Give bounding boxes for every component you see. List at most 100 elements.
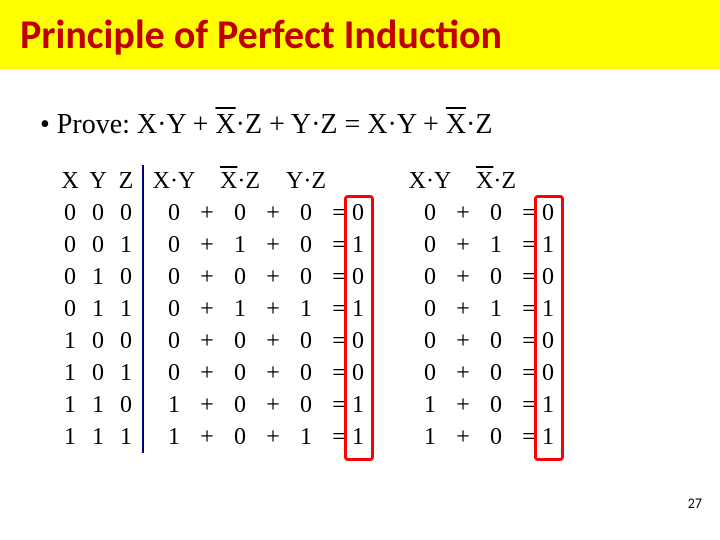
- cell: 1: [348, 293, 368, 325]
- plus: +: [454, 389, 472, 421]
- cell: 0: [164, 325, 184, 357]
- vertical-divider: [142, 165, 144, 453]
- plus: +: [198, 389, 216, 421]
- cell: 1: [164, 421, 184, 453]
- cell: 0: [420, 325, 440, 357]
- plus: +: [198, 197, 216, 229]
- cell: 1: [538, 293, 558, 325]
- col-result-right: 0 1 0 1 0 0 1 1: [538, 165, 558, 453]
- expr-a1: X·Y +: [137, 109, 216, 140]
- cell: 1: [486, 229, 506, 261]
- eq: =: [520, 421, 538, 453]
- cell: 0: [348, 357, 368, 389]
- eq: =: [330, 357, 348, 389]
- col-XY-rhs: X·Y 0 0 0 0 0 0 1 1: [406, 165, 454, 453]
- hdr-blank: [355, 165, 361, 197]
- cell: 0: [538, 197, 558, 229]
- hdr-blank: [270, 165, 276, 197]
- hdr-XbarZ: X·Z: [220, 165, 260, 197]
- cell: 1: [348, 389, 368, 421]
- expr-a2-overline: X: [215, 109, 235, 140]
- cell: 0: [60, 229, 80, 261]
- hdr-X: X: [61, 165, 78, 197]
- eq: =: [520, 261, 538, 293]
- hdr-blank: [336, 165, 342, 197]
- hdr-dotZ-rhs: ·Z: [493, 165, 516, 197]
- eq: =: [520, 357, 538, 389]
- cell: 0: [164, 293, 184, 325]
- cell: 0: [420, 229, 440, 261]
- eq: =: [330, 261, 348, 293]
- plus: +: [264, 389, 282, 421]
- cell: 0: [230, 389, 250, 421]
- eq: =: [330, 389, 348, 421]
- cell: 0: [230, 357, 250, 389]
- page-title: Principle of Perfect Induction: [20, 10, 700, 59]
- cell: 0: [164, 357, 184, 389]
- cell: 0: [486, 357, 506, 389]
- cell: 0: [486, 421, 506, 453]
- cell: 0: [348, 261, 368, 293]
- cell: 1: [116, 293, 136, 325]
- col-XbarZ-rhs: X·Z 0 1 0 1 0 0 0 0: [472, 165, 520, 453]
- cell: 1: [348, 421, 368, 453]
- expr-a4-overline: X: [446, 109, 466, 140]
- col-plus3: + + + + + + + +: [454, 165, 472, 453]
- col-XY: X·Y 0 0 0 0 0 0 1 1: [150, 165, 198, 453]
- cell: 0: [420, 261, 440, 293]
- expr-a5: ·Z: [466, 109, 492, 140]
- hdr-Z: Z: [119, 165, 134, 197]
- cell: 0: [296, 261, 316, 293]
- plus: +: [454, 293, 472, 325]
- cell: 0: [348, 325, 368, 357]
- hdr-YZ: Y·Z: [286, 165, 326, 197]
- cell: 0: [296, 325, 316, 357]
- cell: 1: [420, 389, 440, 421]
- eq: =: [330, 229, 348, 261]
- hdr-Xbar-rhs: X: [476, 165, 493, 197]
- plus: +: [264, 357, 282, 389]
- eq: =: [520, 389, 538, 421]
- cell: 0: [116, 261, 136, 293]
- cell: 1: [538, 229, 558, 261]
- cell: 0: [538, 325, 558, 357]
- eq: =: [520, 229, 538, 261]
- cell: 0: [164, 261, 184, 293]
- cell: 1: [116, 421, 136, 453]
- hdr-dotZ: ·Z: [237, 165, 260, 197]
- plus: +: [198, 325, 216, 357]
- cell: 0: [116, 389, 136, 421]
- prove-prefix: • Prove:: [40, 109, 137, 140]
- plus: +: [198, 261, 216, 293]
- plus: +: [454, 229, 472, 261]
- eq: =: [330, 325, 348, 357]
- cell: 1: [116, 229, 136, 261]
- cell: 0: [296, 229, 316, 261]
- hdr-XbarZ-rhs: X·Z: [476, 165, 516, 197]
- cell: 1: [60, 421, 80, 453]
- cell: 1: [486, 293, 506, 325]
- expr-a3: ·Z + Y·Z = X·Y +: [236, 109, 446, 140]
- hdr-blank: [545, 165, 551, 197]
- plus: +: [454, 261, 472, 293]
- cell: 0: [88, 325, 108, 357]
- hdr-blank: [526, 165, 532, 197]
- eq: =: [330, 293, 348, 325]
- plus: +: [198, 357, 216, 389]
- cell: 0: [420, 293, 440, 325]
- cell: 1: [164, 389, 184, 421]
- cell: 1: [296, 293, 316, 325]
- cell: 1: [60, 357, 80, 389]
- cell: 1: [88, 261, 108, 293]
- cell: 0: [164, 229, 184, 261]
- cell: 1: [88, 293, 108, 325]
- col-eq2: = = = = = = = =: [520, 165, 538, 453]
- page-number: 27: [688, 495, 702, 512]
- hdr-blank: [460, 165, 466, 197]
- content-area: • Prove: X·Y + X·Z + Y·Z = X·Y + X·Z X 0…: [0, 69, 720, 453]
- cell: 0: [486, 325, 506, 357]
- plus: +: [198, 293, 216, 325]
- cell: 1: [538, 421, 558, 453]
- plus: +: [454, 357, 472, 389]
- prove-line: • Prove: X·Y + X·Z + Y·Z = X·Y + X·Z: [40, 109, 690, 141]
